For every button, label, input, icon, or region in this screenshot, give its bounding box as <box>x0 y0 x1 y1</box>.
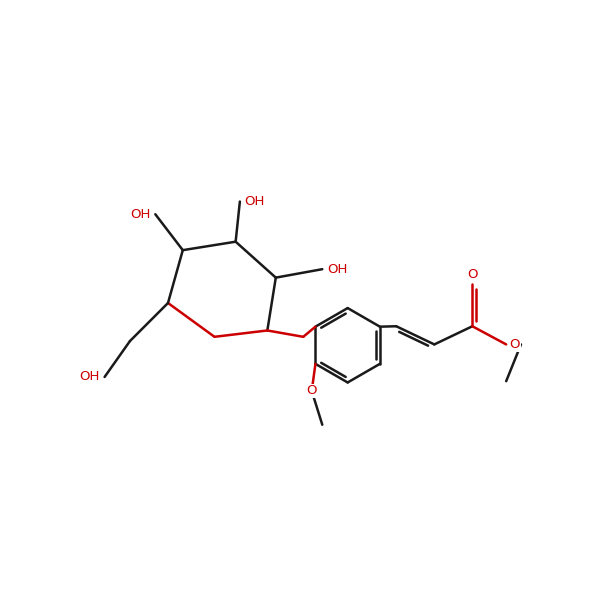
Text: OH: OH <box>130 208 151 221</box>
Text: O: O <box>307 385 317 397</box>
Text: OH: OH <box>80 370 100 383</box>
Text: O: O <box>467 268 478 281</box>
Text: OH: OH <box>244 195 265 208</box>
Text: O: O <box>509 338 520 351</box>
Text: OH: OH <box>327 263 347 275</box>
